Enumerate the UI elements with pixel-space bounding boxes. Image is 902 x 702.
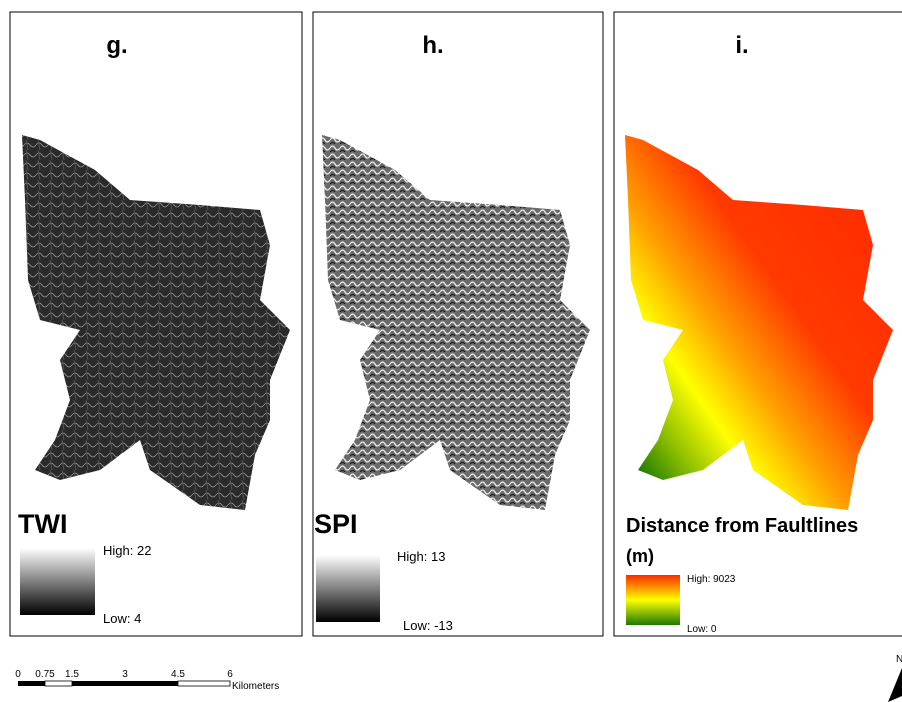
- legend-low: Low: 4: [103, 611, 141, 626]
- panel-frame: [613, 11, 902, 637]
- legend-title: TWI: [18, 509, 67, 539]
- north-label: N: [896, 654, 902, 665]
- scale-tick: 3: [122, 669, 128, 680]
- panel-frame: [312, 11, 604, 637]
- panel-label: g.: [106, 32, 127, 59]
- legend-high: High: 22: [103, 543, 151, 558]
- legend-ramp: [626, 575, 680, 625]
- panel-label: h.: [422, 32, 443, 59]
- legend-high: High: 9023: [687, 574, 736, 585]
- distance-map: [625, 135, 893, 510]
- scale-tick: 0: [15, 669, 21, 680]
- panel-frame: [9, 11, 303, 637]
- scale-tick: 1.5: [65, 669, 79, 680]
- panel-label: i.: [735, 32, 748, 59]
- scale-tick: 0.75: [35, 669, 55, 680]
- legend-high: High: 13: [397, 549, 445, 564]
- twi-map: [22, 135, 290, 510]
- north-arrow: [888, 668, 902, 702]
- scale-unit: Kilometers: [232, 681, 279, 692]
- scale-tick: 6: [227, 669, 233, 680]
- scale-bar: [18, 680, 231, 687]
- legend-title: Distance from Faultlines: [626, 515, 858, 537]
- legend-ramp: [316, 555, 380, 622]
- scale-tick: 4.5: [171, 669, 185, 680]
- legend-ramp: [20, 548, 95, 615]
- legend-title: SPI: [314, 509, 358, 539]
- spi-map: [322, 135, 590, 510]
- legend-unit: (m): [626, 546, 654, 566]
- legend-low: Low: -13: [403, 618, 453, 633]
- legend-low: Low: 0: [687, 624, 717, 635]
